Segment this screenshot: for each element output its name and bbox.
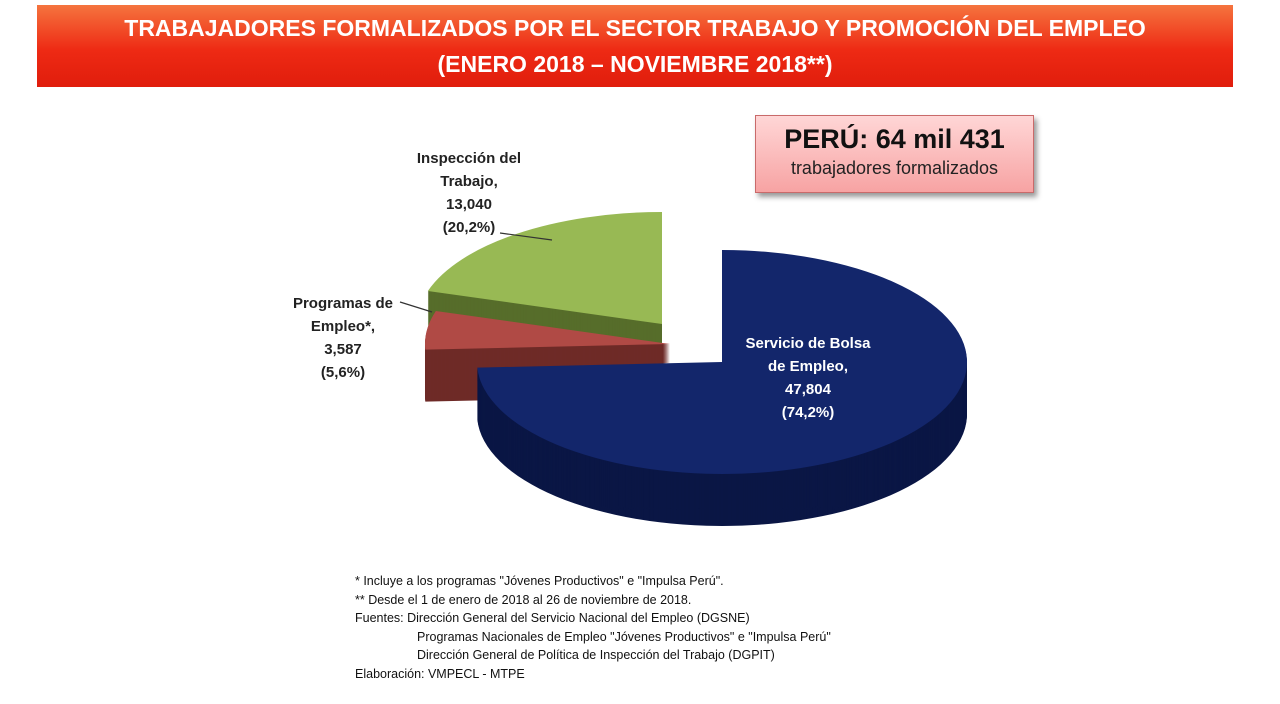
data-label-1: (5,6%) <box>321 364 365 381</box>
data-label-0: 47,804 <box>785 381 832 398</box>
pie-slice-1 <box>425 310 670 350</box>
title-line-1: TRABAJADORES FORMALIZADOS POR EL SECTOR … <box>124 15 1146 41</box>
data-label-0: Servicio de Bolsa <box>745 335 871 352</box>
note-1: * Incluye a los programas "Jóvenes Produ… <box>355 574 724 588</box>
note-elaboration: Elaboración: VMPECL - MTPE <box>355 666 525 681</box>
data-label-2: (20,2%) <box>443 219 496 236</box>
data-label-2: Trabajo, <box>440 173 498 190</box>
data-label-1: Programas de <box>293 295 393 312</box>
data-label-1: Empleo*, <box>311 318 375 335</box>
data-label-2: 13,040 <box>446 196 492 213</box>
leader-line-inspeccion <box>499 232 553 241</box>
title-line-2: (ENERO 2018 – NOVIEMBRE 2018**) <box>437 51 833 77</box>
data-label-0: (74,2%) <box>782 404 835 421</box>
data-label-1: 3,587 <box>324 341 362 358</box>
leader-line-programas <box>399 301 433 313</box>
note-sources: Fuentes: Dirección General del Servicio … <box>355 611 750 625</box>
total-value: PERÚ: 64 mil 431 <box>784 124 1005 154</box>
total-box: PERÚ: 64 mil 431 trabajadores formalizad… <box>755 115 1034 193</box>
title-banner: TRABAJADORES FORMALIZADOS POR EL SECTOR … <box>37 5 1233 87</box>
note-source-3: Dirección General de Política de Inspecc… <box>417 648 775 662</box>
note-2: ** Desde el 1 de enero de 2018 al 26 de … <box>355 592 692 607</box>
note-source-2: Programas Nacionales de Empleo "Jóvenes … <box>417 629 831 644</box>
footnotes: * Incluye a los programas "Jóvenes Produ… <box>355 572 831 683</box>
total-caption: trabajadores formalizados <box>790 158 999 178</box>
pie-slice-0 <box>477 250 968 474</box>
data-label-0: de Empleo, <box>768 358 848 375</box>
pie-slice-2 <box>427 212 662 324</box>
data-label-2: Inspección del <box>417 150 521 167</box>
